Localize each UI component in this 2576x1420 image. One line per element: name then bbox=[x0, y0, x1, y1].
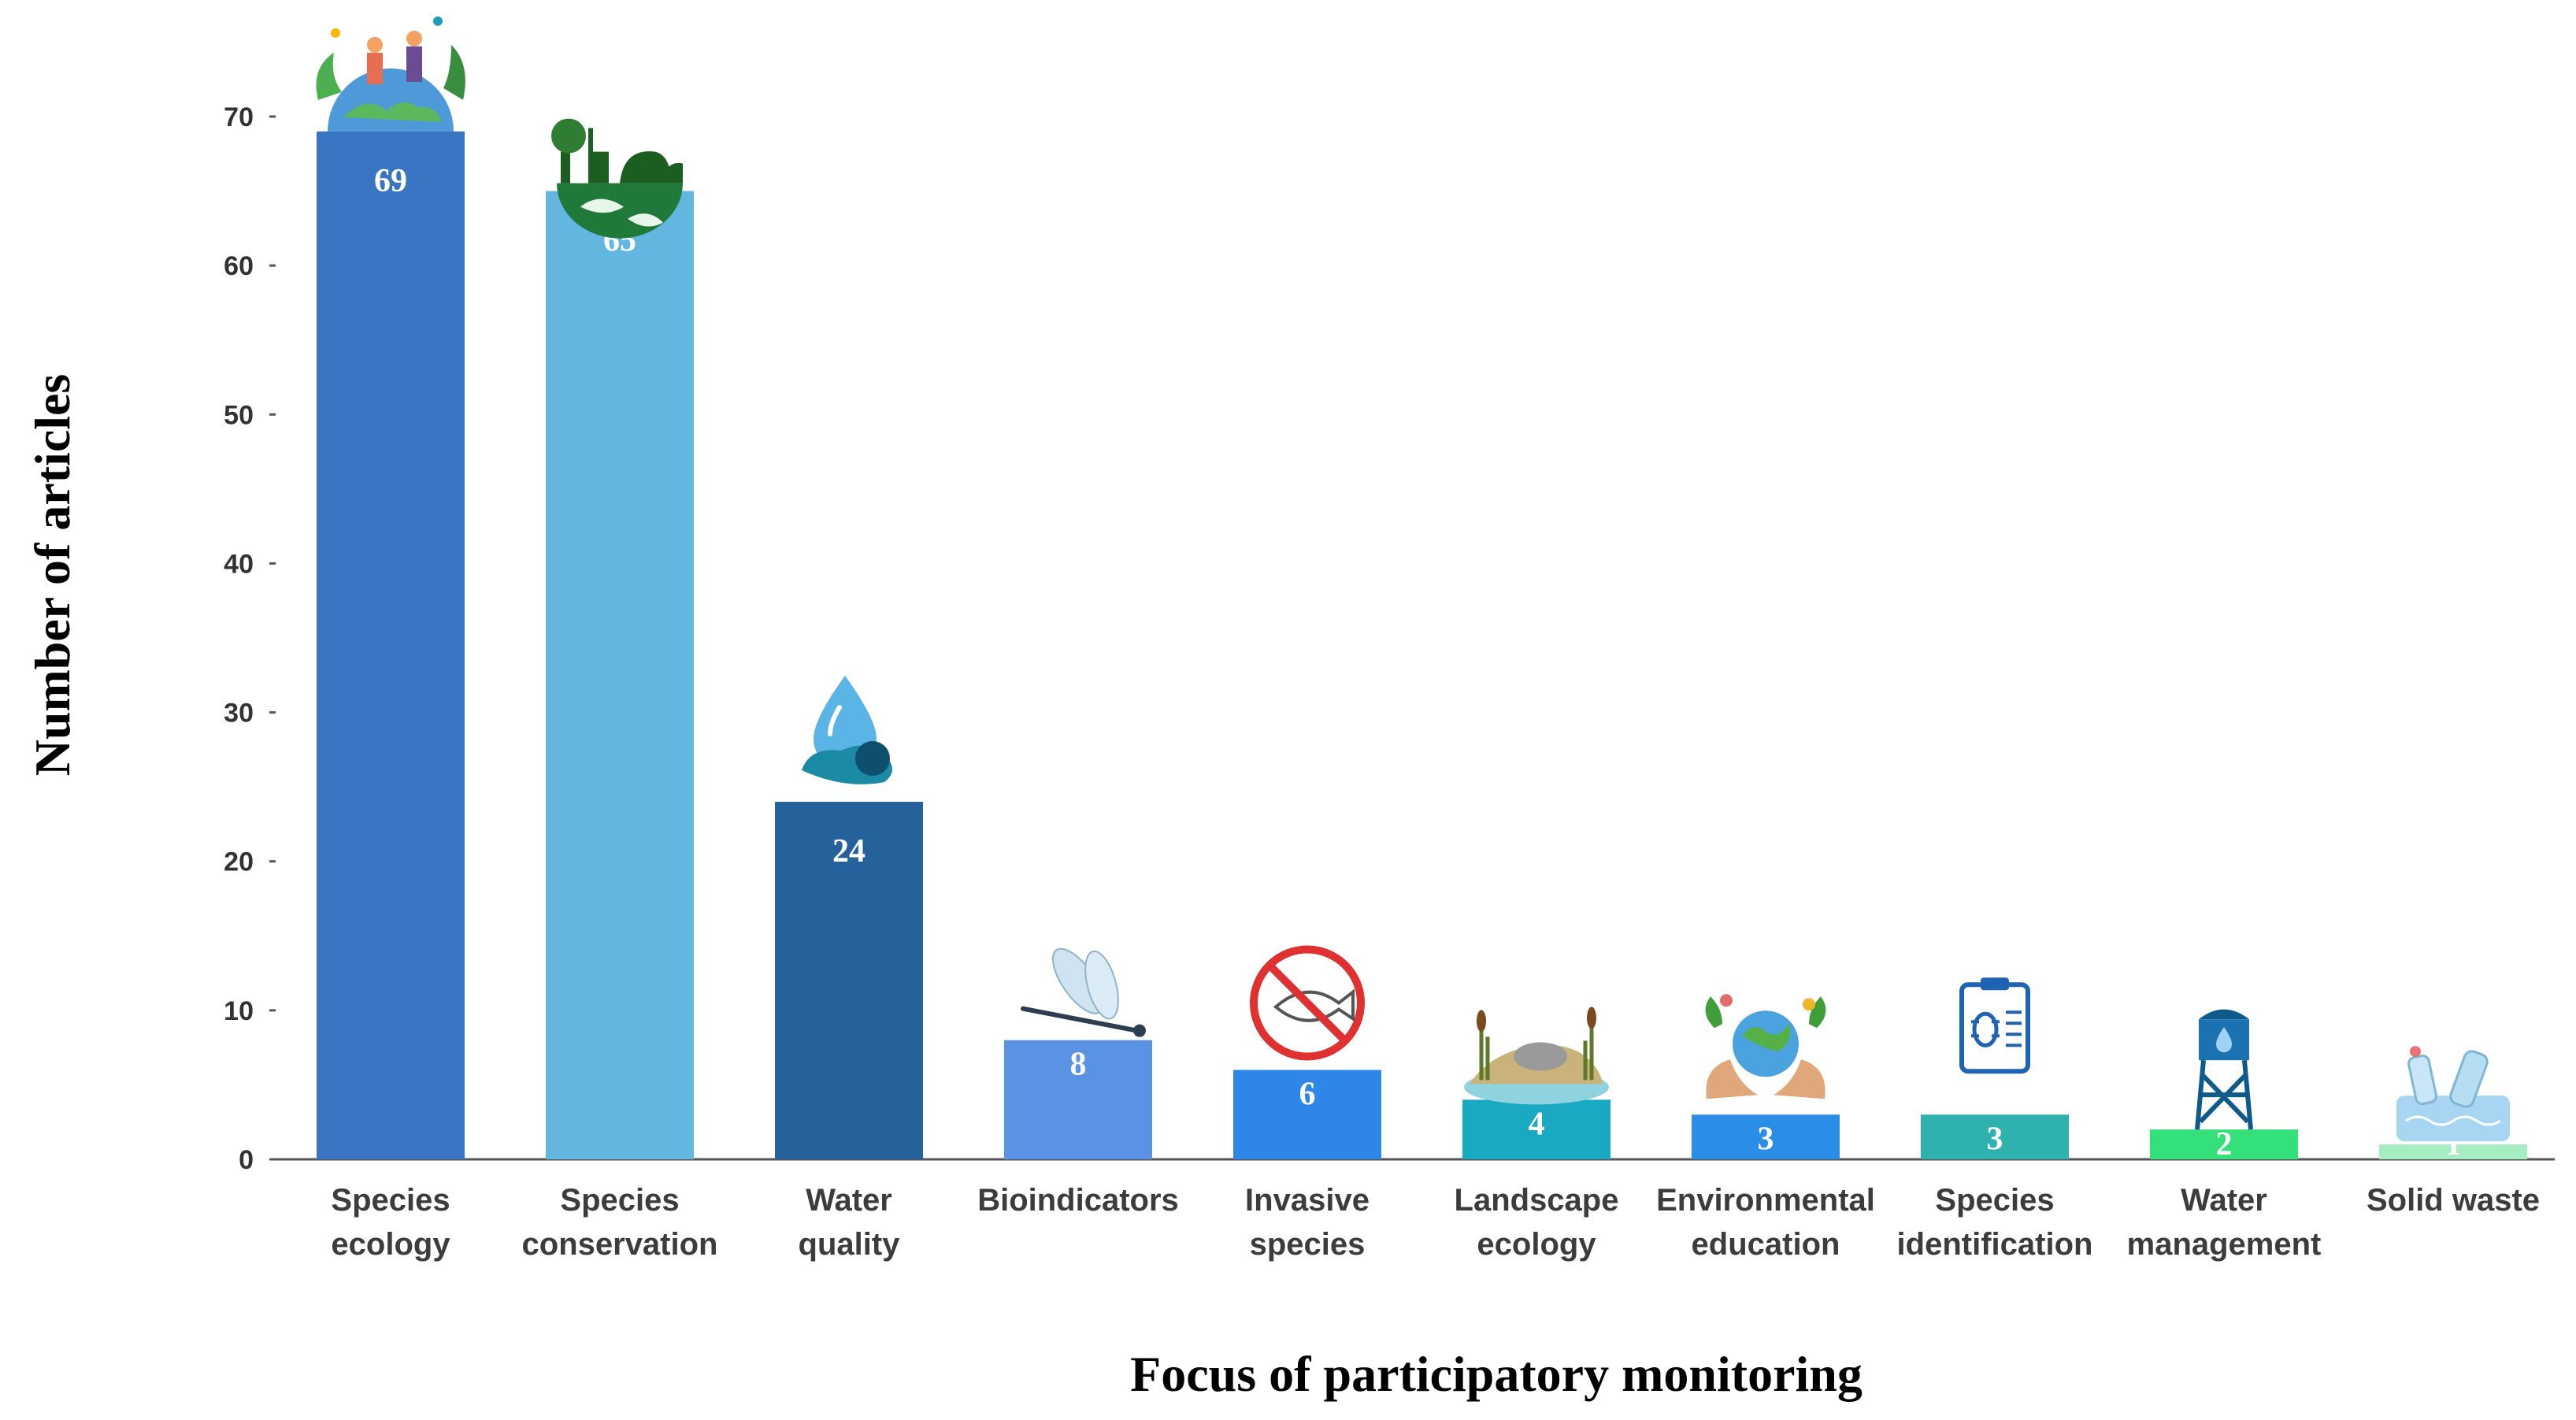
wildlife-globe-icon bbox=[551, 118, 683, 239]
bar bbox=[1462, 1099, 1610, 1159]
x-tick-label: ecology bbox=[331, 1227, 450, 1262]
y-axis-title: Number of articles bbox=[24, 374, 80, 777]
wetland-landscape-icon bbox=[1464, 1007, 1609, 1105]
y-tick-label: 10 bbox=[224, 996, 254, 1026]
bar bbox=[1692, 1114, 1840, 1159]
data-label: 3 bbox=[1758, 1121, 1774, 1157]
insect-clipboard-icon bbox=[1959, 977, 2030, 1074]
bar bbox=[2150, 1129, 2298, 1159]
x-tick-label: species bbox=[1250, 1227, 1366, 1262]
x-tick-label: Species bbox=[331, 1183, 450, 1218]
bar bbox=[1233, 1070, 1381, 1159]
earth-people-icon bbox=[316, 16, 465, 132]
data-label: 6 bbox=[1299, 1077, 1316, 1113]
x-axis-labels: Species ecology Species conservation Water qu… bbox=[331, 1183, 2540, 1262]
y-tick-label: 40 bbox=[224, 549, 254, 579]
bar bbox=[317, 131, 465, 1159]
x-tick-label: Solid waste bbox=[2367, 1183, 2540, 1218]
no-invasive-fish-icon bbox=[1250, 945, 1365, 1061]
x-tick-label: Environmental bbox=[1656, 1183, 1875, 1218]
bar bbox=[1004, 1040, 1152, 1159]
x-tick-label: management bbox=[2127, 1227, 2322, 1262]
water-tower-icon bbox=[2195, 1009, 2253, 1130]
x-tick-label: education bbox=[1692, 1227, 1840, 1262]
x-axis-title: Focus of participatory monitoring bbox=[1130, 1346, 1863, 1402]
x-tick-label: Water bbox=[2181, 1183, 2267, 1218]
y-tick-label: 20 bbox=[224, 847, 254, 877]
x-tick-label: identification bbox=[1897, 1227, 2093, 1262]
y-tick-label: 30 bbox=[224, 699, 254, 729]
x-tick-label: Species bbox=[560, 1183, 679, 1218]
data-label: 24 bbox=[832, 833, 865, 869]
y-tick-label: 50 bbox=[224, 400, 254, 430]
y-tick-label: 70 bbox=[224, 102, 254, 132]
x-tick-label: Invasive bbox=[1245, 1183, 1370, 1218]
x-tick-label: conservation bbox=[522, 1227, 718, 1262]
data-label: 8 bbox=[1070, 1047, 1087, 1083]
bar bbox=[2379, 1144, 2527, 1159]
x-tick-label: quality bbox=[799, 1227, 901, 1262]
x-tick-label: Bioindicators bbox=[977, 1183, 1179, 1218]
bar bbox=[775, 802, 923, 1159]
bar bbox=[546, 191, 694, 1160]
plastic-waste-icon bbox=[2396, 1046, 2510, 1142]
globe-hands-icon bbox=[1705, 994, 1826, 1099]
data-label: 3 bbox=[1987, 1121, 2003, 1157]
x-tick-label: Water bbox=[806, 1183, 892, 1218]
bar bbox=[1921, 1114, 2069, 1159]
x-tick-label: Species bbox=[1935, 1183, 2054, 1218]
water-drop-hand-icon bbox=[802, 676, 892, 784]
dragonfly-icon bbox=[1021, 947, 1146, 1037]
y-tick-label: 60 bbox=[224, 251, 254, 281]
x-tick-label: ecology bbox=[1477, 1227, 1596, 1262]
y-tick-label: 0 bbox=[239, 1145, 254, 1175]
x-tick-label: Landscape bbox=[1455, 1183, 1619, 1218]
data-label: 2 bbox=[2216, 1126, 2233, 1162]
data-label: 69 bbox=[374, 163, 407, 199]
bar-icons bbox=[316, 16, 2510, 1142]
data-label: 4 bbox=[1529, 1106, 1545, 1142]
